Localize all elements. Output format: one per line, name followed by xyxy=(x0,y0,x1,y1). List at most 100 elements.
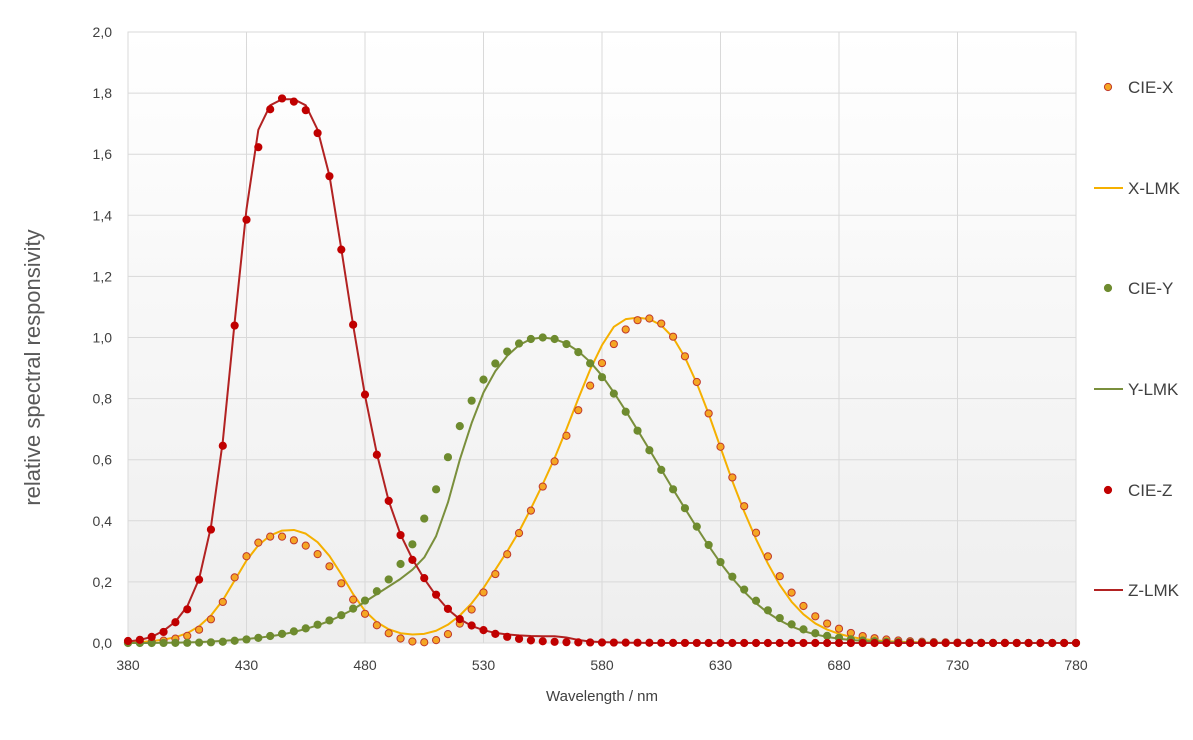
data-point-cie-z xyxy=(763,638,773,648)
data-point-cie-y xyxy=(266,631,275,641)
data-point-cie-x xyxy=(609,339,618,349)
data-point-cie-x xyxy=(597,358,607,368)
data-point-cie-y xyxy=(218,637,227,646)
y-axis-ticks: 0,0 0,2 0,4 0,6 0,8 1,0 1,2 1,4 1,6 1,8 2,0 xyxy=(93,24,113,651)
legend-label: CIE-X xyxy=(1128,78,1173,97)
data-point-cie-x xyxy=(716,442,725,451)
data-point-cie-x xyxy=(230,573,239,582)
data-point-cie-y xyxy=(396,559,405,569)
data-point-cie-z xyxy=(669,638,678,648)
data-point-cie-z xyxy=(266,105,275,114)
data-point-cie-z xyxy=(550,637,559,646)
data-point-cie-z xyxy=(526,636,536,645)
data-point-cie-x xyxy=(337,579,346,588)
data-point-cie-z xyxy=(787,638,796,648)
data-point-cie-z xyxy=(1048,638,1057,648)
data-point-cie-x xyxy=(266,532,275,541)
data-point-cie-x xyxy=(432,636,441,645)
data-point-cie-x xyxy=(195,625,204,634)
x-axis-ticks: 380 430 480 530 580 630 680 730 780 xyxy=(116,657,1088,673)
data-point-cie-z xyxy=(195,575,204,584)
data-point-cie-z xyxy=(230,321,239,330)
data-point-cie-y xyxy=(740,585,749,594)
data-point-cie-y xyxy=(526,334,536,344)
legend-marker xyxy=(1103,485,1113,495)
x-tick-label: 580 xyxy=(590,657,614,673)
data-point-cie-z xyxy=(254,143,263,152)
data-point-cie-y xyxy=(195,638,204,647)
data-point-cie-x xyxy=(834,624,844,633)
data-point-cie-y xyxy=(420,514,429,523)
data-point-cie-x xyxy=(325,562,334,571)
data-point-cie-y xyxy=(633,426,642,435)
data-point-cie-z xyxy=(242,215,251,224)
data-point-cie-y xyxy=(183,638,192,647)
data-point-cie-z xyxy=(633,638,642,647)
data-point-cie-x xyxy=(692,377,701,387)
data-point-cie-z xyxy=(1060,638,1069,648)
data-point-cie-x xyxy=(301,541,310,550)
data-point-cie-z xyxy=(917,638,927,648)
data-point-cie-y xyxy=(550,334,559,344)
data-point-cie-y xyxy=(704,540,713,550)
data-point-cie-z xyxy=(692,638,701,648)
data-point-cie-x xyxy=(751,528,761,537)
data-point-cie-y xyxy=(692,522,701,531)
legend-label: Y-LMK xyxy=(1128,380,1179,399)
legend-marker xyxy=(1103,82,1113,92)
x-tick-label: 680 xyxy=(827,657,851,673)
data-point-cie-x xyxy=(704,409,713,418)
data-point-cie-z xyxy=(1012,638,1021,648)
data-point-cie-z xyxy=(289,97,298,106)
data-point-cie-x xyxy=(526,506,536,515)
data-point-cie-z xyxy=(977,638,986,648)
data-point-cie-y xyxy=(775,613,784,623)
x-tick-label: 480 xyxy=(353,657,377,673)
data-point-cie-y xyxy=(763,606,773,615)
data-point-cie-x xyxy=(574,406,583,415)
data-point-cie-x xyxy=(799,601,808,611)
data-point-cie-z xyxy=(645,638,654,647)
data-point-cie-x xyxy=(408,637,417,646)
data-point-cie-z xyxy=(870,638,879,648)
data-point-cie-z xyxy=(988,638,998,648)
data-point-cie-z xyxy=(396,530,405,540)
legend-entry-x-lmk: X-LMK xyxy=(1094,179,1181,198)
data-point-cie-y xyxy=(503,347,512,356)
legend: CIE-X X-LMK CIE-Y Y-LMK CIE-Z Z-LMK xyxy=(1094,78,1181,600)
data-point-cie-z xyxy=(834,638,844,648)
data-point-cie-y xyxy=(491,359,500,368)
data-point-cie-z xyxy=(301,106,310,115)
x-tick-label: 730 xyxy=(946,657,970,673)
data-point-cie-z xyxy=(906,638,915,648)
data-point-cie-z xyxy=(384,496,393,505)
x-tick-label: 530 xyxy=(472,657,496,673)
series-markers-cie-z xyxy=(123,94,1081,648)
data-point-cie-z xyxy=(1071,638,1081,648)
data-point-cie-z xyxy=(1000,638,1010,648)
legend-label: Z-LMK xyxy=(1128,581,1180,600)
data-point-cie-z xyxy=(621,638,630,647)
data-point-cie-x xyxy=(349,595,358,604)
data-point-cie-z xyxy=(929,638,938,648)
data-point-cie-y xyxy=(538,333,547,342)
data-point-cie-z xyxy=(562,638,571,647)
data-point-cie-y xyxy=(443,453,453,462)
data-point-cie-y xyxy=(514,339,524,348)
data-point-cie-y xyxy=(645,446,654,455)
y-tick-label: 0,4 xyxy=(93,513,113,529)
legend-entry-cie-x: CIE-X xyxy=(1103,78,1173,97)
data-point-cie-y xyxy=(159,638,168,648)
data-point-cie-y xyxy=(277,629,287,639)
data-point-cie-x xyxy=(503,550,512,559)
data-point-cie-x xyxy=(657,319,666,328)
legend-marker xyxy=(1103,283,1113,293)
data-point-cie-y xyxy=(254,633,263,642)
data-point-cie-y xyxy=(384,575,393,584)
data-point-cie-y xyxy=(751,596,761,605)
data-point-cie-y xyxy=(206,638,216,647)
data-point-cie-z xyxy=(941,638,950,648)
data-point-cie-z xyxy=(206,525,216,534)
data-point-cie-x xyxy=(491,569,500,579)
